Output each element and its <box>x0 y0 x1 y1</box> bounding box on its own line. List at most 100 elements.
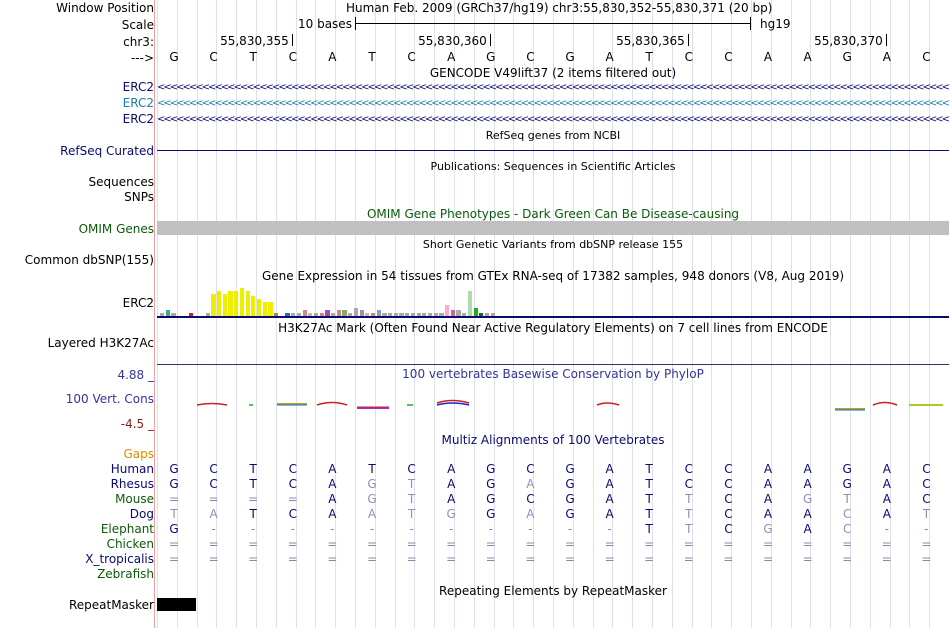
gtex-gene-line[interactable] <box>157 316 949 318</box>
refseq-label[interactable]: RefSeq Curated <box>60 144 154 158</box>
multiz-species-label[interactable]: Mouse <box>115 492 154 506</box>
gtex-tissue-bar[interactable] <box>336 310 341 316</box>
gencode-gene-1[interactable]: <<<<<<<<<<<<<<<<<<<<<<<<<<<<<<<<<<<<<<<<… <box>157 83 949 93</box>
gtex-tissue-bar[interactable] <box>370 313 376 316</box>
gtex-tissue-bar[interactable] <box>479 313 484 316</box>
gtex-tissue-bar[interactable] <box>222 294 227 316</box>
gtex-tissue-bar[interactable] <box>467 291 473 316</box>
gtex-tissue-bar[interactable] <box>239 288 245 316</box>
gtex-tissue-bar[interactable] <box>376 310 381 316</box>
gtex-tissue-bar[interactable] <box>234 291 239 316</box>
gtex-tissue-bar[interactable] <box>484 313 490 316</box>
grid-line <box>513 0 515 628</box>
repeatmasker-label[interactable]: RepeatMasker <box>68 598 154 612</box>
reference-base: G <box>842 50 852 64</box>
gtex-tissue-bar[interactable] <box>410 313 416 316</box>
multiz-species-label[interactable]: X_tropicalis <box>85 552 154 566</box>
gtex-tissue-bar[interactable] <box>268 302 273 316</box>
gencode-track-title[interactable]: GENCODE V49lift37 (2 items filtered out) <box>429 66 677 80</box>
gtex-tissue-bar[interactable] <box>433 313 438 316</box>
gtex-tissue-bar[interactable] <box>165 310 170 316</box>
gencode-gene-label-2[interactable]: ERC2 <box>122 96 154 110</box>
multiz-species-label[interactable]: Elephant <box>100 522 154 536</box>
omim-track-title[interactable]: OMIM Gene Phenotypes - Dark Green Can Be… <box>366 207 740 221</box>
gtex-tissue-bar[interactable] <box>274 313 279 316</box>
gtex-tissue-bar[interactable] <box>245 291 250 316</box>
gtex-tissue-bar[interactable] <box>422 313 427 316</box>
multiz-base: T <box>685 522 693 536</box>
gtex-tissue-bar[interactable] <box>473 308 478 316</box>
gtex-tissue-bar[interactable] <box>416 313 421 316</box>
gtex-tissue-bar[interactable] <box>445 305 450 316</box>
strand-label: ---> <box>130 51 154 65</box>
gencode-gene-label-1[interactable]: ERC2 <box>122 80 154 94</box>
conservation-label[interactable]: 100 Vert. Cons <box>65 392 154 406</box>
gtex-tissue-bar[interactable] <box>388 313 393 316</box>
gtex-tissue-bar[interactable] <box>308 313 313 316</box>
gtex-tissue-bar[interactable] <box>319 313 324 316</box>
gtex-tissue-bar[interactable] <box>427 313 433 316</box>
gtex-tissue-bar[interactable] <box>393 313 398 316</box>
multiz-track-title[interactable]: Multiz Alignments of 100 Vertebrates <box>441 433 665 447</box>
repeatmasker-track-title[interactable]: Repeating Elements by RepeatMasker <box>439 584 667 598</box>
gtex-tissue-bar[interactable] <box>313 313 319 316</box>
gtex-tissue-bar[interactable] <box>456 310 461 316</box>
gtex-tissue-bar[interactable] <box>217 291 222 316</box>
gtex-tissue-bar[interactable] <box>256 299 262 316</box>
gtex-tissue-bar[interactable] <box>490 313 495 316</box>
omim-label[interactable]: OMIM Genes <box>78 222 154 236</box>
repeatmasker-feature[interactable] <box>157 598 196 611</box>
gtex-tissue-bar[interactable] <box>296 313 302 316</box>
sequences-label[interactable]: Sequences <box>88 175 154 189</box>
multiz-species-label[interactable]: Human <box>110 462 154 476</box>
gtex-tissue-bar[interactable] <box>405 313 410 316</box>
omim-feature-bar[interactable] <box>157 221 949 235</box>
gtex-tissue-bar[interactable] <box>188 313 193 316</box>
gtex-tissue-bar[interactable] <box>382 313 387 316</box>
gtex-tissue-bar[interactable] <box>399 313 404 316</box>
multiz-species-label[interactable]: Zebrafish <box>97 567 154 581</box>
gtex-tissue-bar[interactable] <box>348 313 353 316</box>
gtex-tissue-bar[interactable] <box>342 310 347 316</box>
gtex-tissue-bar[interactable] <box>262 302 267 316</box>
gtex-tissue-bar[interactable] <box>211 294 216 316</box>
window-position-text[interactable]: Human Feb. 2009 (GRCh37/hg19) chr3:55,83… <box>346 1 773 15</box>
gtex-tissue-bar[interactable] <box>251 296 256 316</box>
gencode-gene-2[interactable]: <<<<<<<<<<<<<<<<<<<<<<<<<<<<<<<<<<<<<<<<… <box>157 99 949 109</box>
snps-label[interactable]: SNPs <box>124 190 154 204</box>
gtex-track-title[interactable]: Gene Expression in 54 tissues from GTEx … <box>261 269 845 283</box>
h3k27ac-label[interactable]: Layered H3K27Ac <box>47 336 154 350</box>
gtex-tissue-bar[interactable] <box>291 313 296 316</box>
gtex-tissue-bar[interactable] <box>302 310 307 316</box>
gtex-tissue-bar[interactable] <box>228 291 233 316</box>
dbsnp-track-title[interactable]: Short Genetic Variants from dbSNP releas… <box>422 238 684 251</box>
refseq-gene-line[interactable] <box>157 150 949 151</box>
h3k27ac-track-title[interactable]: H3K27Ac Mark (Often Found Near Active Re… <box>278 321 828 335</box>
gtex-tissue-bar[interactable] <box>160 313 165 316</box>
gtex-tissue-bar[interactable] <box>285 313 290 316</box>
refseq-track-title[interactable]: RefSeq genes from NCBI <box>485 129 621 142</box>
gtex-tissue-bar[interactable] <box>171 313 176 316</box>
gtex-tissue-bar[interactable] <box>462 313 467 316</box>
gtex-tissue-bar[interactable] <box>365 313 370 316</box>
conservation-wiggle[interactable] <box>157 395 949 415</box>
gencode-gene-3[interactable]: <<<<<<<<<<<<<<<<<<<<<<<<<<<<<<<<<<<<<<<<… <box>157 115 949 125</box>
gtex-tissue-bar[interactable] <box>450 310 455 316</box>
gtex-tissue-bar[interactable] <box>359 310 364 316</box>
multiz-gaps-label[interactable]: Gaps <box>123 447 154 461</box>
dbsnp-label[interactable]: Common dbSNP(155) <box>24 253 154 267</box>
gencode-gene-label-3[interactable]: ERC2 <box>122 112 154 126</box>
gtex-label[interactable]: ERC2 <box>122 296 154 310</box>
multiz-species-label[interactable]: Dog <box>129 507 154 521</box>
gtex-bar-chart[interactable] <box>157 283 949 316</box>
publications-track-title[interactable]: Publications: Sequences in Scientific Ar… <box>430 160 676 173</box>
gtex-tissue-bar[interactable] <box>325 310 330 316</box>
gtex-tissue-bar[interactable] <box>353 308 359 316</box>
multiz-species-label[interactable]: Chicken <box>106 537 154 551</box>
multiz-species-label[interactable]: Rhesus <box>110 477 154 491</box>
gtex-tissue-bar[interactable] <box>439 313 444 316</box>
multiz-base: T <box>685 492 693 506</box>
conservation-track-title[interactable]: 100 vertebrates Basewise Conservation by… <box>402 367 704 381</box>
gtex-tissue-bar[interactable] <box>205 313 210 316</box>
gtex-tissue-bar[interactable] <box>331 313 336 316</box>
